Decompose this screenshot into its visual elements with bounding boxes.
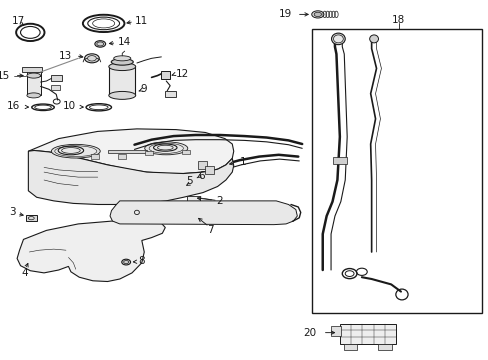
Ellipse shape <box>188 175 197 185</box>
Bar <box>332 157 346 164</box>
Polygon shape <box>28 150 233 204</box>
Ellipse shape <box>108 91 136 99</box>
Ellipse shape <box>331 33 345 45</box>
Text: 2: 2 <box>216 196 223 206</box>
Bar <box>27 76 41 95</box>
Text: 13: 13 <box>59 51 72 61</box>
Ellipse shape <box>27 73 41 78</box>
Bar <box>26 215 37 221</box>
Text: 12: 12 <box>176 69 189 79</box>
Bar <box>311 29 481 313</box>
Polygon shape <box>28 129 233 174</box>
Text: 3: 3 <box>9 207 16 217</box>
Text: 6: 6 <box>198 171 204 181</box>
Text: 9: 9 <box>141 84 147 94</box>
Bar <box>186 207 200 215</box>
Text: 19: 19 <box>279 9 292 19</box>
Bar <box>377 344 391 350</box>
Bar <box>186 196 200 204</box>
Ellipse shape <box>149 143 183 153</box>
Bar <box>51 85 60 90</box>
Ellipse shape <box>314 12 321 17</box>
Polygon shape <box>17 221 165 282</box>
Ellipse shape <box>27 93 41 98</box>
Text: 15: 15 <box>0 71 10 81</box>
Ellipse shape <box>108 63 136 71</box>
Ellipse shape <box>113 56 131 61</box>
Text: 14: 14 <box>117 37 130 48</box>
Text: 17: 17 <box>12 16 25 26</box>
Bar <box>145 151 153 155</box>
Bar <box>198 161 206 169</box>
Ellipse shape <box>51 144 100 158</box>
Text: 7: 7 <box>206 225 213 235</box>
Bar <box>51 75 62 81</box>
Ellipse shape <box>333 35 343 43</box>
Bar <box>108 67 135 95</box>
Text: 18: 18 <box>391 15 405 25</box>
Bar <box>165 91 176 97</box>
Text: 10: 10 <box>62 101 76 111</box>
Text: 11: 11 <box>135 16 148 26</box>
Bar <box>22 67 41 72</box>
Polygon shape <box>110 201 297 225</box>
Bar <box>339 324 395 344</box>
Bar <box>91 154 99 159</box>
Bar <box>205 166 214 174</box>
Ellipse shape <box>122 259 130 265</box>
Text: 20: 20 <box>303 328 316 338</box>
Text: 8: 8 <box>138 256 144 266</box>
Text: 5: 5 <box>186 176 193 186</box>
Bar <box>182 150 189 154</box>
Ellipse shape <box>84 54 99 63</box>
Ellipse shape <box>369 35 378 43</box>
Ellipse shape <box>55 146 97 157</box>
Bar <box>343 344 357 350</box>
Text: 16: 16 <box>7 101 20 111</box>
Bar <box>118 154 126 159</box>
Bar <box>27 68 41 76</box>
Bar <box>107 150 146 153</box>
Bar <box>330 326 340 336</box>
Bar <box>161 71 170 79</box>
Ellipse shape <box>311 11 324 18</box>
Text: 1: 1 <box>239 157 246 167</box>
Ellipse shape <box>95 41 105 47</box>
Ellipse shape <box>144 142 187 155</box>
Ellipse shape <box>111 59 133 65</box>
Text: 4: 4 <box>21 268 28 278</box>
